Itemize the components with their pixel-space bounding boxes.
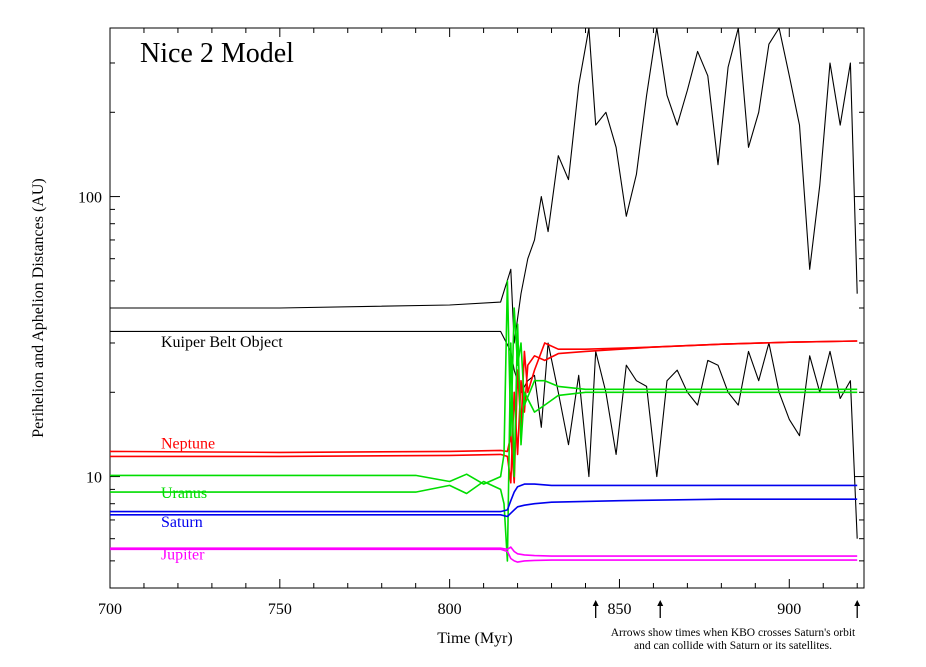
chart-arrows [592, 600, 861, 618]
series-line-4 [110, 280, 858, 485]
x-axis-title: Time (Myr) [437, 630, 512, 647]
crossing-arrow-head [854, 600, 861, 606]
chart-series [109, 27, 858, 563]
series-label-4: Uranus [161, 485, 207, 502]
chart-axes: 700 750 800 850 900 10 100 [78, 27, 865, 618]
x-tick-label: 750 [268, 601, 292, 618]
crossing-arrow-head [592, 600, 599, 606]
series-label-8: Jupiter [161, 547, 205, 564]
y-axis-title: Perihelion and Aphelion Distances (AU) [30, 178, 47, 438]
x-tick-label: 700 [98, 601, 122, 618]
x-tick-label: 850 [607, 601, 631, 618]
x-tick-label: 900 [777, 601, 801, 618]
arrow-note-line-2: and can collide with Saturn or its satel… [634, 640, 832, 652]
series-line-8 [110, 546, 858, 557]
series-label-2: Neptune [161, 435, 215, 452]
series-line-2 [109, 340, 858, 484]
crossing-arrow-head [657, 600, 664, 606]
series-line-6 [110, 483, 858, 513]
arrow-note-line-1: Arrows show times when KBO crosses Satur… [611, 627, 856, 639]
y-tick-label: 10 [86, 470, 102, 487]
series-line-5 [110, 323, 858, 562]
series-line-7 [110, 498, 858, 518]
series-label-0: Kuiper Belt Object [161, 334, 283, 351]
series-line-0 [110, 27, 858, 344]
series-line-3 [110, 340, 858, 484]
chart-title: Nice 2 Model [140, 38, 294, 69]
x-tick-label: 800 [438, 601, 462, 618]
series-label-6: Saturn [161, 514, 203, 531]
series-line-9 [110, 548, 858, 563]
chart-series-labels: Kuiper Belt Object Neptune Uranus Saturn Jup… [161, 334, 283, 564]
series-line-1 [110, 330, 858, 539]
y-tick-label: 100 [78, 190, 102, 207]
